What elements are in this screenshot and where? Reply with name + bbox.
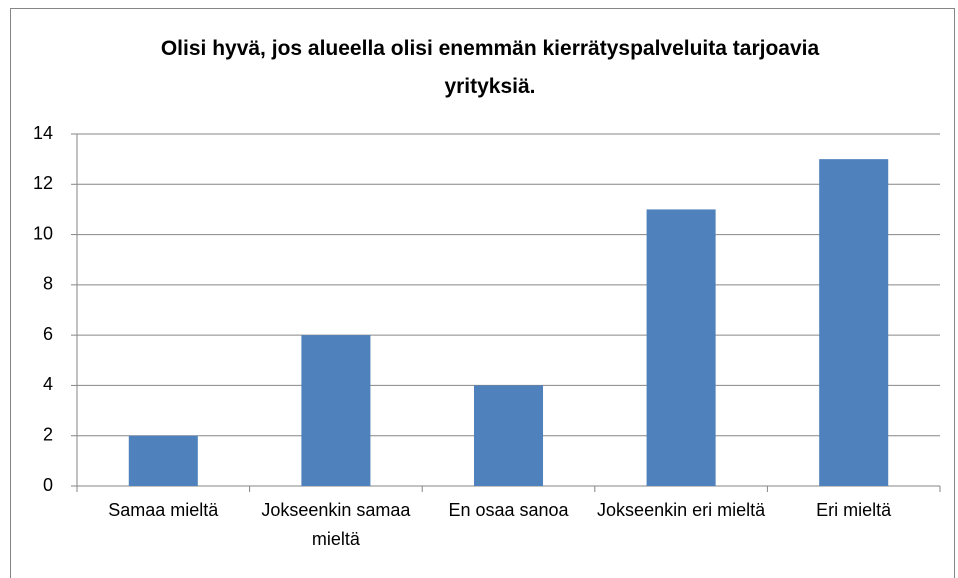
y-tick-label: 2 [43, 424, 53, 444]
bar [473, 385, 544, 486]
bar [646, 209, 716, 486]
y-tick-label: 0 [43, 475, 53, 495]
y-tick-label: 14 [33, 123, 53, 143]
bar [819, 159, 889, 486]
chart-frame [10, 8, 955, 578]
x-tick-label: Eri mieltä [816, 500, 892, 520]
y-tick-label: 4 [43, 374, 53, 394]
y-tick-label: 12 [33, 173, 53, 193]
chart-title: Olisi hyvä, jos alueella olisi enemmän k… [160, 37, 820, 98]
y-tick-label: 8 [43, 274, 53, 294]
bar [128, 435, 198, 486]
x-tick-label: Samaa mieltä [108, 500, 219, 520]
x-tick-label: Jokseenkin eri mieltä [597, 500, 766, 520]
y-tick-label: 6 [43, 324, 53, 344]
x-tick-label: En osaa sanoa [448, 500, 569, 520]
bar [301, 335, 371, 486]
x-tick-label: Jokseenkin samaa mieltä [261, 500, 411, 549]
y-tick-label: 10 [33, 223, 53, 243]
